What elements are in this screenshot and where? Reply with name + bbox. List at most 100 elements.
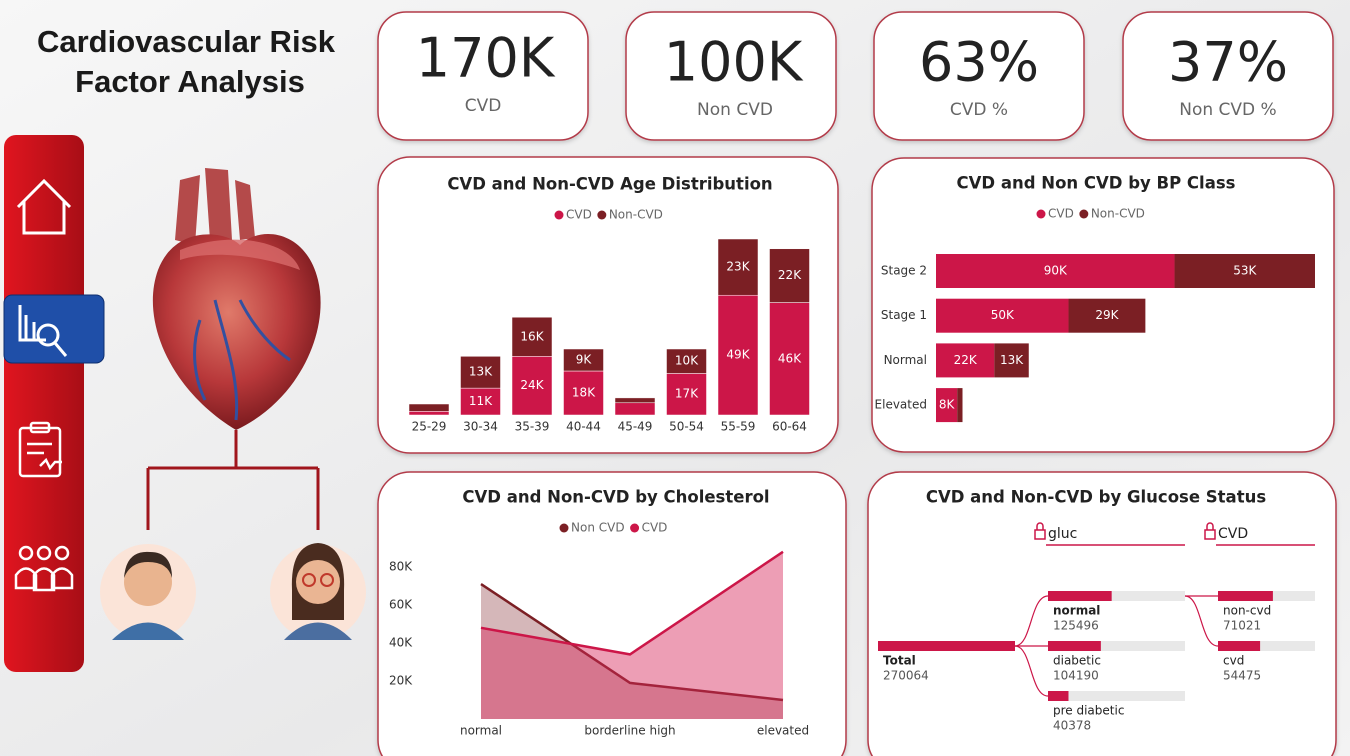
chart-card [867,471,1337,756]
legend-label: Non-CVD [609,208,663,222]
node-label: cvd [1223,654,1244,668]
connector [146,430,320,530]
side-nav [3,135,105,672]
data-label: 29K [1095,308,1119,322]
data-label: 17K [675,387,699,401]
y-tick-label: Elevated [875,398,927,412]
bar-segment [408,403,450,412]
node-value: 270064 [883,669,929,683]
lock-icon [1034,522,1046,540]
nav-analysis[interactable] [3,294,105,364]
legend-marker [1079,209,1089,219]
data-label: 9K [576,353,593,367]
chart-card [377,471,847,756]
tree-track [1048,641,1185,651]
tree-bar [1218,641,1261,651]
nav-people[interactable] [14,545,74,592]
node-label: diabetic [1053,654,1101,668]
kpi-card: 170K CVD [377,11,589,141]
nav-analysis-icon [18,305,68,357]
node-value: 125496 [1053,619,1099,633]
legend-marker [559,523,569,533]
data-label: 10K [675,354,699,368]
chart-title: CVD and Non-CVD by Glucose Status [926,488,1266,507]
tree-track [1048,691,1185,701]
tree-link [1184,595,1219,647]
lock-icon [1204,522,1216,540]
chart-title: CVD and Non CVD by BP Class [957,174,1236,193]
bar-segment [511,356,553,416]
area [481,551,783,719]
bar-segment [666,373,707,416]
bar-segment [666,348,707,374]
tree-bar [1048,641,1101,651]
tree-track [1218,641,1315,651]
chart-title: CVD and Non-CVD by Cholesterol [462,488,769,507]
bar-segment [614,402,656,416]
legend-label: Non-CVD [1091,207,1145,221]
bar-segment [936,298,1069,333]
node-label: non-cvd [1223,604,1271,618]
data-label: 16K [520,329,544,343]
tree-bar [1218,591,1273,601]
bar-segment [563,370,604,416]
chart-title: CVD and Non-CVD Age Distribution [447,175,772,194]
data-label: 23K [726,260,750,274]
tree-link [1014,595,1049,647]
line [480,583,784,702]
data-label: 90K [1044,264,1068,278]
page-title: Cardiovascular Risk [37,24,336,59]
legend-label: CVD [566,208,592,222]
x-tick-label: 45-49 [618,420,653,434]
x-tick-label: normal [460,724,502,738]
data-label: 18K [572,386,596,400]
y-tick-label: Stage 1 [881,308,927,322]
bar-segment [936,388,958,423]
bar-segment [1174,254,1315,288]
kpi-label: CVD [465,96,502,116]
level-header: CVD [1218,526,1248,542]
node-label: pre diabetic [1053,704,1124,718]
nav-report[interactable] [18,421,62,478]
x-tick-label: 30-34 [463,420,498,434]
avatar-male [100,544,196,640]
data-label: 24K [520,378,544,392]
kpi-label: Non CVD % [1179,100,1276,120]
node-value: 104190 [1053,669,1099,683]
y-tick-label: 20K [389,674,413,688]
data-label: 53K [1233,264,1257,278]
legend-marker [554,210,564,220]
legend-label: Non CVD [571,521,625,535]
data-label: 49K [726,348,750,362]
data-label: 22K [954,353,978,367]
tree-link [1014,645,1049,697]
level-header: gluc [1048,526,1077,542]
area [481,584,783,719]
data-label: 11K [469,394,493,408]
data-label: 13K [469,365,493,379]
bar-segment [511,316,553,357]
legend-marker [1036,209,1046,219]
kpi-value: 100K [664,31,804,94]
bar-segment [1068,298,1146,333]
data-label: 46K [778,351,802,365]
node-value: 54475 [1223,669,1261,683]
y-tick-label: 60K [389,598,413,612]
page-title: Factor Analysis [75,64,305,99]
x-tick-label: 60-64 [772,420,807,434]
nav-home[interactable] [16,178,72,235]
x-tick-label: 55-59 [721,420,756,434]
bar-segment [717,238,759,296]
data-label: 22K [778,268,802,282]
legend-marker [630,523,640,533]
kpi-card: 37% Non CVD % [1122,11,1334,141]
nav-bar [4,135,84,672]
data-label: 50K [991,308,1015,322]
kpi-card: 63% CVD % [873,11,1085,141]
kpi-label: CVD % [950,100,1008,120]
y-tick-label: 80K [389,560,413,574]
bar-segment [769,302,810,416]
avatar-female [270,543,366,640]
y-tick-label: Normal [884,353,927,367]
